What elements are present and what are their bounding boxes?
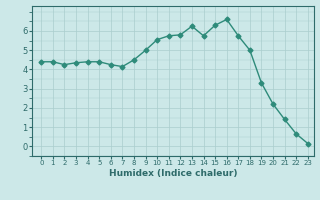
X-axis label: Humidex (Indice chaleur): Humidex (Indice chaleur) [108,169,237,178]
